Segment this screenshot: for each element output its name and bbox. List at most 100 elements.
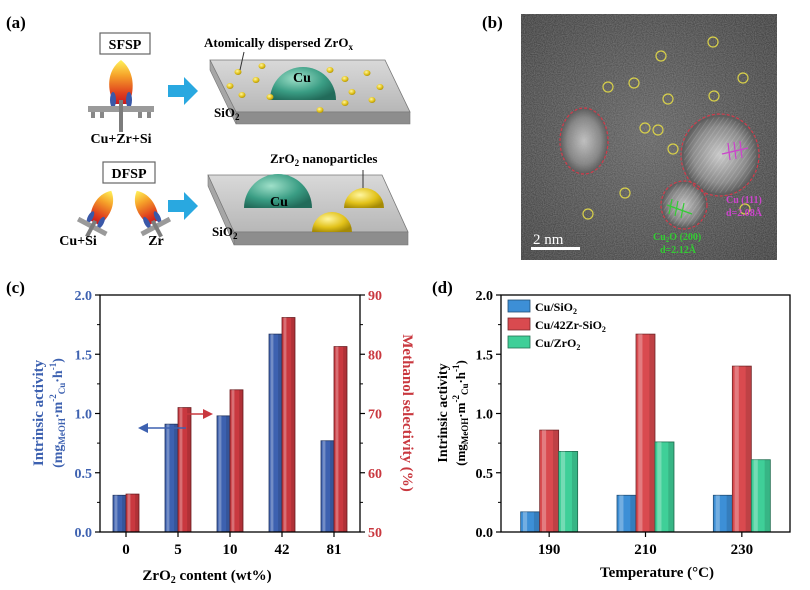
tem-particle-boundaries (559, 107, 760, 230)
tem-cu2o-lattice-mark (666, 198, 693, 219)
panel-c-axes: 0 5 10 42 81 0.0 0.5 1.0 1.5 2.0 50 60 70 80 90 (75, 289, 383, 558)
panel-c-bar-selectivity-10 (229, 389, 244, 533)
panel-d-legend-item-1: Cu/42Zr-SiO2 (507, 317, 606, 334)
dfsp-badge: DFSP (112, 167, 147, 182)
panel-c-bar-activity-81 (320, 440, 335, 533)
tem-cu2o-spacing: d=2.12Å (660, 244, 697, 256)
panel-b-tem-image: (b) Cu (111) (482, 13, 777, 260)
panel-c-ytick-right: 50 (368, 526, 382, 541)
dfsp-flame-left-icon (76, 190, 114, 238)
dfsp-flame-right-icon (134, 190, 172, 238)
dfsp-annotation: ZrO2 nanoparticles (270, 151, 377, 168)
panel-d-xtick-210: 210 (634, 542, 657, 558)
panel-c-bars (112, 317, 348, 533)
panel-c-ytick-left: 0.5 (75, 467, 93, 482)
panel-c-bar-activity-0 (112, 494, 127, 533)
dfsp-precursor-left: Cu+Si (59, 234, 97, 249)
dfsp-arrow-icon (168, 192, 198, 220)
panel-d-legend-label-1: Cu/42Zr-SiO2 (535, 318, 606, 334)
panel-d-ytick: 1.0 (476, 408, 494, 423)
panel-a-label: (a) (6, 13, 26, 32)
panel-d-xlabel: Temperature (°C) (600, 565, 714, 581)
panel-d-legend-item-2: Cu/ZrO2 (507, 335, 580, 352)
dfsp-badge-box (102, 161, 156, 184)
panel-c-ytick-right: 90 (368, 289, 382, 304)
panel-d-bar-0-210 (616, 494, 637, 533)
panel-d-legend-item-0: Cu/SiO2 (507, 299, 577, 316)
panel-c-ytick-right: 60 (368, 467, 382, 482)
panel-c-xtick-42: 42 (275, 542, 290, 558)
panel-c-xtick-0: 0 (122, 542, 130, 558)
dfsp-substrate-label: SiO2 (212, 224, 238, 241)
panel-c-xtick-5: 5 (174, 542, 182, 558)
panel-c-chart: (c) 0 5 10 42 81 0.0 0.5 1.0 1.5 2.0 50 60 70 80 90 Zr… (6, 278, 415, 586)
panel-c-xtick-81: 81 (327, 542, 342, 558)
tem-single-atom-markers (582, 36, 751, 220)
sfsp-zrox-atoms (226, 63, 384, 113)
panel-c-right-arrow-icon (185, 409, 213, 419)
panel-d-legend: Cu/SiO2 Cu/42Zr-SiO2 Cu/ZrO2 (507, 299, 606, 352)
sfsp-flame-icon (109, 60, 133, 108)
panel-c-bar-activity-42 (268, 333, 283, 533)
panel-c-ytick-left: 1.5 (75, 348, 93, 363)
dfsp-zro2-particle-2 (344, 188, 384, 208)
tem-cu2o-label: Cu2O (200) (653, 232, 701, 244)
panel-a-schematic: (a) SFSP Cu+Zr+Si Cu (6, 13, 411, 249)
panel-c-xtick-10: 10 (223, 542, 238, 558)
panel-d-bar-1-190 (539, 429, 560, 533)
dfsp-cu-particle (244, 174, 312, 208)
sfsp-arrow-icon (168, 77, 198, 105)
dfsp-precursor-right: Zr (148, 234, 164, 249)
panel-b-label: (b) (482, 13, 503, 32)
panel-d-bar-1-230 (731, 365, 752, 533)
sfsp-annotation: Atomically dispersed ZrOx (204, 35, 353, 52)
panel-c-label: (c) (6, 278, 25, 297)
panel-d-legend-label-0: Cu/SiO2 (535, 300, 577, 316)
panel-c-xlabel: ZrO2 content (wt%) (142, 568, 271, 586)
sfsp-badge: SFSP (109, 38, 142, 53)
tem-particle-1 (560, 108, 608, 174)
sfsp-nozzle-icon (88, 100, 154, 132)
panel-d-axes: 190 210 230 0.0 0.5 1.0 1.5 2.0 (476, 289, 754, 558)
panel-c-bar-selectivity-42 (281, 317, 296, 533)
panel-c-ytick-right: 80 (368, 348, 382, 363)
panel-d-bar-0-190 (520, 511, 541, 533)
svg-text:(mgMeOH·m-2Cu·h-1): (mgMeOH·m-2Cu·h-1) (48, 358, 67, 468)
dfsp-cu-label: Cu (270, 195, 288, 210)
panel-d-label: (d) (432, 278, 453, 297)
tem-scale-bar-label: 2 nm (533, 232, 564, 248)
panel-d-ytick: 0.0 (476, 526, 494, 541)
tem-cu111-lattice-mark (721, 140, 749, 161)
panel-c-bar-selectivity-0 (125, 493, 140, 533)
svg-text:Intrinsic activity: Intrinsic activity (436, 363, 451, 462)
panel-c-bar-selectivity-5 (177, 407, 192, 533)
panel-d-bar-1-210 (635, 333, 656, 533)
tem-cu111-label: Cu (111) (726, 195, 762, 206)
panel-d-bar-2-230 (750, 459, 771, 533)
panel-c-ytick-left: 2.0 (75, 289, 93, 304)
panel-c-bar-activity-10 (216, 415, 231, 533)
panel-c-bar-activity-5 (164, 423, 179, 533)
panel-d-xtick-230: 230 (731, 542, 754, 558)
panel-d-bar-2-210 (654, 441, 675, 533)
panel-d-bars (520, 333, 771, 533)
panel-c-ylabel-right: Methanol selectivity (%) (399, 334, 415, 491)
panel-d-chart: (d) 190 210 230 0.0 0.5 1.0 1.5 2.0 Cu/SiO2 Cu/4… (432, 278, 791, 581)
panel-c-ylabel-left: Intrinsic activity (mgMeOH·m-2Cu·h-1) (31, 358, 67, 468)
panel-c-bar-selectivity-81 (333, 346, 348, 533)
sfsp-substrate-label: SiO2 (214, 105, 240, 122)
dfsp-substrate (207, 174, 409, 246)
sfsp-badge-box (99, 32, 151, 55)
panel-d-xtick-190: 190 (538, 542, 561, 558)
panel-c-ytick-left: 1.0 (75, 408, 93, 423)
dfsp-zro2-particle-1 (312, 212, 352, 232)
sfsp-cu-label: Cu (293, 71, 311, 86)
panel-d-ytick: 2.0 (476, 289, 494, 304)
svg-text:Intrinsic activity: Intrinsic activity (31, 359, 47, 466)
panel-d-bar-0-230 (712, 494, 733, 533)
panel-d-ytick: 0.5 (476, 467, 494, 482)
panel-d-ytick: 1.5 (476, 348, 494, 363)
panel-d-legend-label-2: Cu/ZrO2 (535, 336, 580, 352)
panel-d-bar-2-190 (558, 451, 579, 533)
